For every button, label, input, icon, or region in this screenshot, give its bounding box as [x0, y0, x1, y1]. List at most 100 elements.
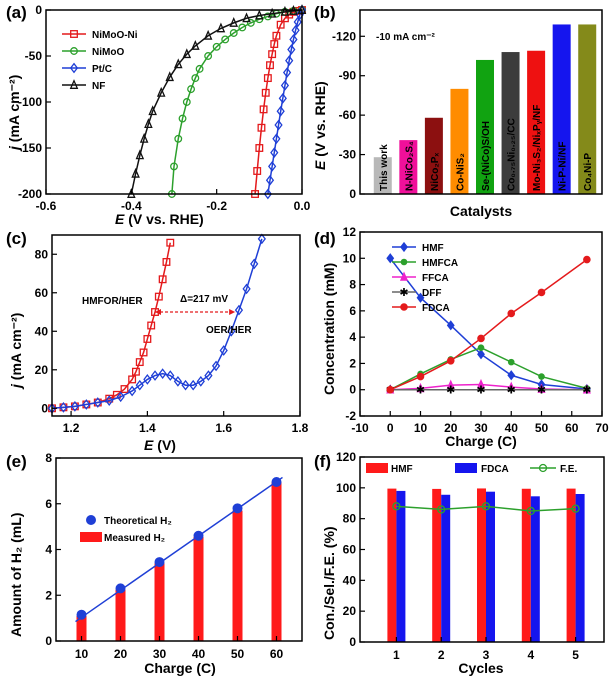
data-point [147, 321, 156, 330]
data-point [82, 399, 91, 410]
data-point [193, 530, 204, 541]
data-point [507, 309, 516, 318]
x-tick-label: 10 [75, 647, 89, 661]
data-point [76, 609, 87, 620]
x-tick-label: 2 [438, 648, 445, 662]
x-tick-label: 0.0 [294, 199, 311, 213]
series-line [389, 346, 588, 391]
y-tick-label: -60 [339, 108, 357, 122]
bar [424, 117, 443, 194]
data-point [259, 105, 268, 114]
data-point [261, 88, 270, 97]
data-point [242, 12, 251, 23]
legend-marker [399, 271, 409, 281]
data-point [154, 292, 163, 301]
data-point [255, 144, 264, 152]
data-point [287, 44, 296, 55]
data-point [270, 147, 279, 158]
bar [76, 615, 87, 641]
x-axis-label: Charge (C) [144, 660, 216, 676]
data-point [242, 283, 251, 295]
data-point [250, 258, 259, 270]
data-point [583, 255, 591, 264]
bar [477, 488, 486, 642]
legend-marker [86, 515, 96, 525]
annotation: -10 mA cm⁻² [376, 32, 435, 43]
bar [193, 536, 204, 641]
x-axis-label: Cycles [458, 660, 503, 676]
legend-label: HMFCA [422, 258, 458, 269]
y-tick-label: 120 [336, 450, 356, 464]
x-tick-label: 1 [393, 648, 400, 662]
y-tick-label: 12 [343, 225, 357, 239]
data-point [148, 105, 157, 116]
y-tick-label: 80 [343, 512, 357, 526]
data-point [219, 345, 228, 356]
x-tick-label: -0.6 [36, 199, 57, 213]
data-point [267, 7, 277, 18]
data-point [154, 557, 165, 568]
data-point [191, 39, 200, 50]
legend-label: DFF [422, 288, 441, 299]
data-point: ✱ [582, 385, 591, 397]
x-axis-label: Charge (C) [445, 433, 517, 449]
data-point [189, 379, 198, 391]
annotation: Δ=217 mV [180, 294, 228, 305]
x-tick-label: 40 [505, 421, 519, 435]
x-tick-label: -0.4 [121, 199, 142, 213]
data-point [212, 42, 221, 51]
y-tick-label: -150 [18, 141, 42, 155]
x-tick-label: 4 [527, 648, 534, 662]
legend-label: Theoretical H₂ [104, 516, 172, 527]
plot-frame [51, 234, 301, 417]
data-point [115, 583, 126, 594]
bar-label: Co₄Ni-P [583, 153, 594, 191]
data-point [537, 288, 546, 297]
annotation: OER/HER [206, 325, 252, 336]
bar [387, 488, 397, 642]
bar [552, 24, 571, 195]
data-point [280, 5, 290, 16]
x-tick-label: 50 [231, 647, 245, 661]
legend-marker [69, 62, 79, 74]
panel-label: (a) [6, 3, 27, 22]
y-axis-label: Amount of H₂ (mL) [8, 513, 24, 637]
data-point [278, 92, 287, 104]
data-point [265, 174, 275, 186]
x-tick-label: 60 [565, 421, 579, 435]
legend-swatch [455, 463, 477, 473]
data-point [507, 358, 515, 366]
series-line [396, 505, 576, 512]
data-point [162, 258, 171, 266]
data-point [178, 114, 187, 123]
legend-marker [538, 463, 548, 473]
bar [450, 88, 469, 194]
y-tick-label: 80 [35, 247, 49, 261]
bar [432, 488, 442, 642]
axis-symbol: j [8, 383, 24, 390]
data-point [280, 80, 290, 91]
bar-label: Mo-Ni₃S₂/NiₓPᵧ/NF [532, 105, 543, 191]
data-point [173, 58, 183, 69]
axis-symbol: E [115, 211, 125, 227]
y-axis-label: j (mA cm⁻²) [8, 313, 24, 390]
data-point: ✱ [537, 385, 546, 397]
data-point [232, 503, 243, 514]
data-point [268, 50, 277, 59]
y-tick-label: 60 [35, 286, 49, 300]
y-tick-label: -90 [339, 69, 357, 83]
panel-label: (c) [6, 229, 27, 248]
data-point [477, 344, 485, 351]
y-tick-label: 0 [349, 383, 356, 397]
data-point [476, 378, 486, 389]
y-tick-label: 0 [45, 634, 52, 648]
legend-label: Pt/C [92, 64, 112, 75]
x-tick-label: 40 [192, 647, 206, 661]
bar [441, 494, 451, 642]
legend-marker: ✱ [399, 287, 408, 299]
data-point [128, 375, 137, 384]
data-point [276, 20, 285, 29]
legend-label: HMF [422, 243, 444, 254]
data-point [229, 16, 239, 27]
panel-d: ✱ ✱ ✱ ✱ ✱ ✱ ✱ -2 0 2 4 6 8 10 12 -10 0 10 20 30 40 50 60 70 (d) C… [314, 225, 609, 449]
